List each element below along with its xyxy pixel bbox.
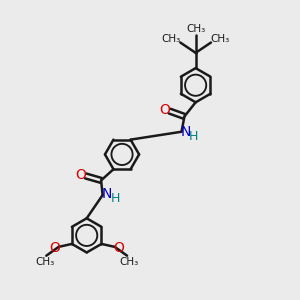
Text: CH₃: CH₃ [211, 34, 230, 44]
Text: N: N [102, 187, 112, 201]
Text: O: O [75, 167, 86, 182]
Text: O: O [49, 241, 60, 255]
Text: CH₃: CH₃ [119, 257, 138, 267]
Text: O: O [113, 241, 124, 255]
Text: O: O [159, 103, 170, 117]
Text: CH₃: CH₃ [161, 34, 181, 44]
Text: CH₃: CH₃ [35, 257, 54, 267]
Text: H: H [189, 130, 199, 143]
Text: CH₃: CH₃ [186, 24, 205, 34]
Text: H: H [110, 192, 120, 205]
Text: N: N [181, 125, 191, 139]
